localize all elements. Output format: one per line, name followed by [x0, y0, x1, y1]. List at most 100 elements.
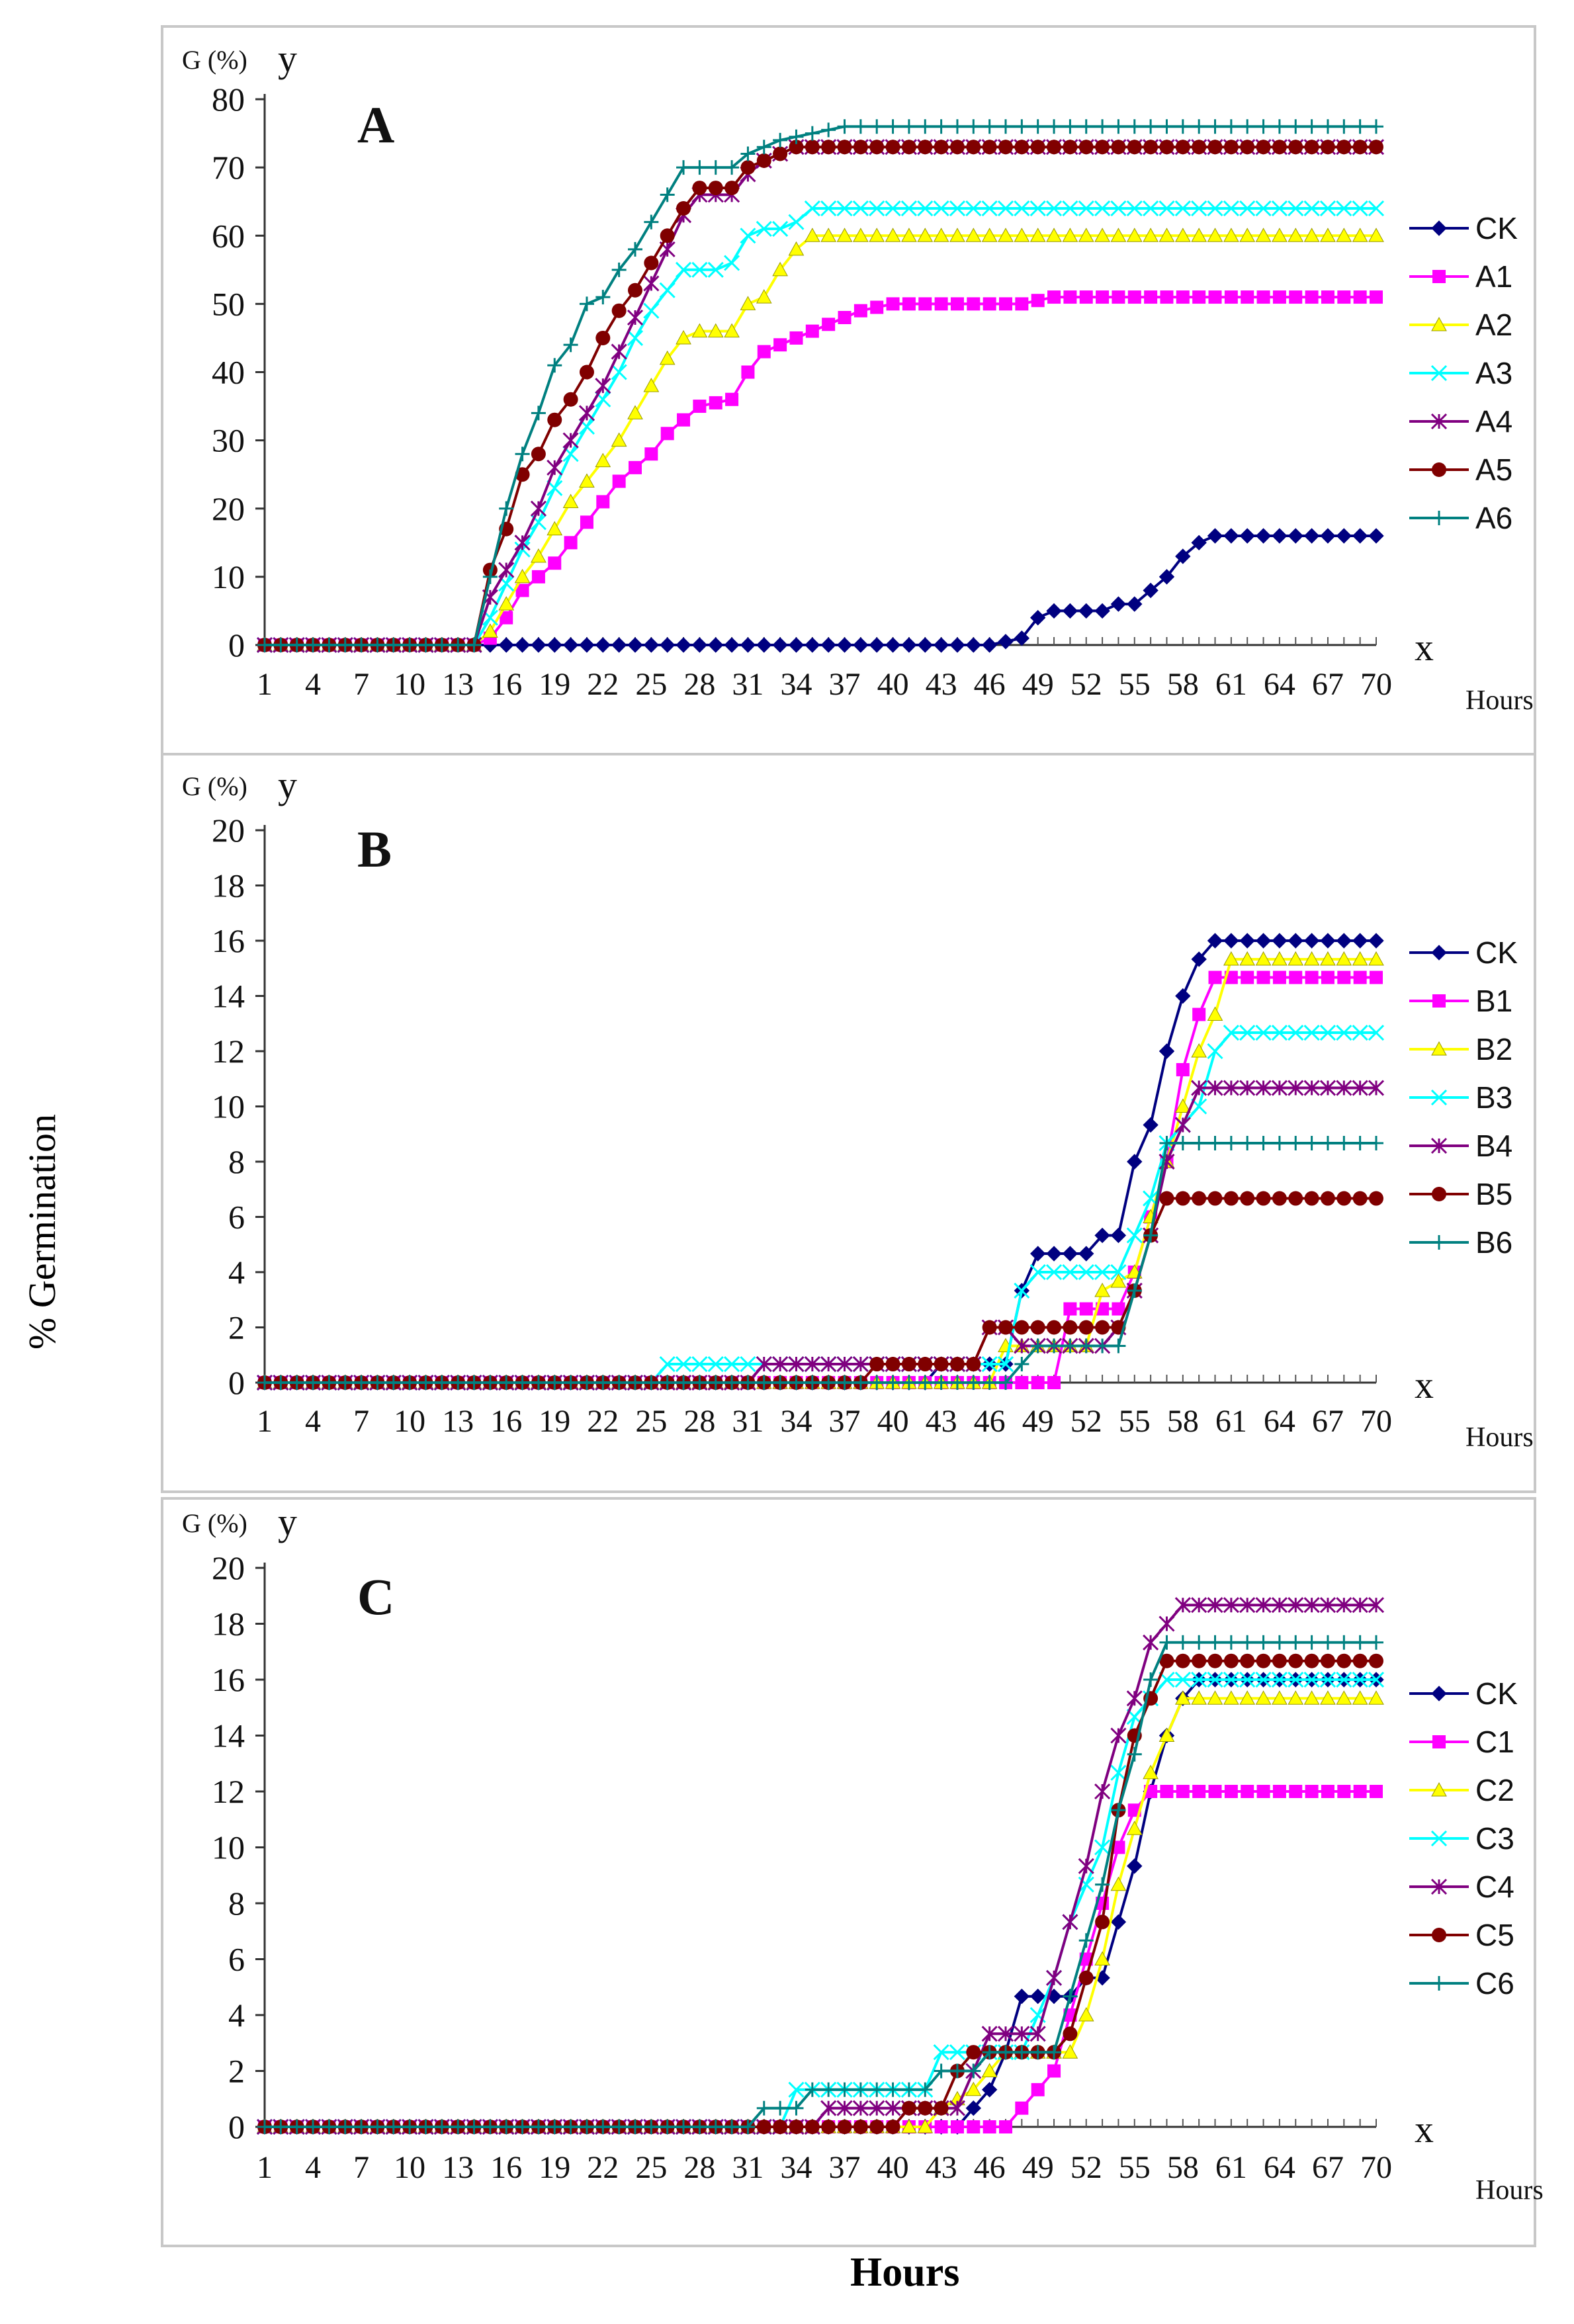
data-point	[337, 1375, 353, 1390]
data-point	[1320, 1136, 1335, 1151]
data-point	[660, 187, 675, 202]
data-point	[1159, 119, 1174, 134]
data-point	[1321, 290, 1334, 304]
data-point	[1240, 1653, 1255, 1668]
data-point	[853, 304, 867, 318]
data-point	[628, 282, 642, 298]
data-point	[853, 140, 868, 155]
data-point	[1303, 1690, 1320, 1705]
data-point	[918, 140, 933, 155]
data-point	[1191, 1080, 1207, 1096]
y-tick-label: 2	[228, 1309, 245, 1346]
y-tick-label: 60	[212, 217, 245, 254]
data-point	[821, 2120, 836, 2134]
data-point	[901, 1375, 916, 1390]
x-tick-label: 10	[394, 1404, 425, 1439]
data-point	[322, 1375, 337, 1390]
series-a6	[257, 119, 1383, 652]
data-point	[853, 119, 868, 134]
series-b4	[256, 1080, 1385, 1391]
data-point	[1175, 1136, 1190, 1151]
data-point	[1288, 1080, 1304, 1096]
x-tick-label: 28	[683, 667, 715, 702]
data-point	[499, 1375, 514, 1390]
series-b3	[256, 1024, 1385, 1391]
legend-label: A3	[1475, 356, 1512, 390]
x-tick-label: 7	[353, 2150, 369, 2185]
data-point	[1368, 528, 1384, 544]
legend-item: A2	[1409, 308, 1512, 342]
y-tick-label: 40	[212, 354, 245, 391]
data-point	[998, 119, 1013, 134]
data-point	[837, 119, 852, 134]
data-point	[1110, 596, 1127, 612]
data-point	[708, 2120, 723, 2134]
data-point	[1272, 528, 1288, 544]
data-point	[1241, 290, 1254, 304]
data-point	[1288, 200, 1304, 217]
data-point	[965, 228, 982, 242]
series-line	[265, 939, 1376, 1384]
data-point	[885, 2082, 900, 2097]
data-point	[853, 637, 869, 653]
data-point	[466, 1375, 482, 1390]
data-point	[531, 447, 546, 462]
data-point	[482, 623, 498, 638]
data-point	[611, 303, 627, 318]
data-point	[1223, 1671, 1239, 1688]
data-point	[1336, 228, 1352, 242]
x-axis-title: Hours	[1475, 2175, 1544, 2206]
series-c3	[256, 1671, 1385, 2135]
data-point	[1045, 1264, 1063, 1281]
data-point	[724, 1375, 740, 1390]
legend-label: B3	[1475, 1080, 1512, 1115]
data-point	[1046, 603, 1062, 619]
data-point	[644, 1375, 659, 1390]
data-point	[707, 323, 724, 338]
series-line	[265, 1678, 1376, 2128]
data-point	[676, 637, 691, 653]
data-point	[1029, 200, 1046, 217]
x-axis-symbol: x	[1415, 2108, 1434, 2151]
data-point	[966, 2063, 981, 2079]
data-point	[677, 413, 691, 427]
data-point	[836, 637, 853, 653]
data-point	[836, 200, 853, 217]
data-point	[708, 160, 723, 175]
data-point	[644, 2120, 659, 2134]
data-point	[869, 637, 885, 653]
data-point	[1111, 140, 1126, 155]
data-point	[853, 1375, 868, 1390]
data-point	[386, 638, 401, 652]
data-point	[386, 2120, 401, 2134]
data-point	[289, 2120, 304, 2134]
data-point	[1062, 1914, 1078, 1930]
data-point	[1207, 1635, 1223, 1650]
data-point	[451, 2120, 466, 2134]
data-point	[1207, 528, 1223, 544]
data-point	[1353, 970, 1367, 984]
data-point	[257, 638, 272, 652]
data-point	[1175, 1653, 1190, 1668]
legend-item: A1	[1409, 259, 1512, 294]
data-point	[1014, 630, 1030, 646]
x-tick-label: 70	[1360, 2150, 1392, 2185]
data-point	[1223, 951, 1239, 966]
data-point	[1319, 1024, 1336, 1041]
data-point	[999, 2120, 1012, 2133]
data-point	[836, 1356, 853, 1373]
data-point	[1239, 1597, 1256, 1614]
data-point	[1207, 140, 1223, 155]
data-point	[675, 261, 692, 278]
panel-letter: B	[357, 820, 392, 878]
data-point	[595, 2120, 611, 2134]
data-point	[756, 1375, 771, 1390]
data-point	[1062, 228, 1078, 242]
y-tick-label: 6	[228, 1941, 245, 1978]
data-point	[1029, 1246, 1046, 1262]
data-point	[1320, 119, 1335, 134]
data-point	[788, 214, 805, 230]
data-point	[1303, 933, 1320, 949]
y-tick-label: 16	[212, 922, 245, 959]
